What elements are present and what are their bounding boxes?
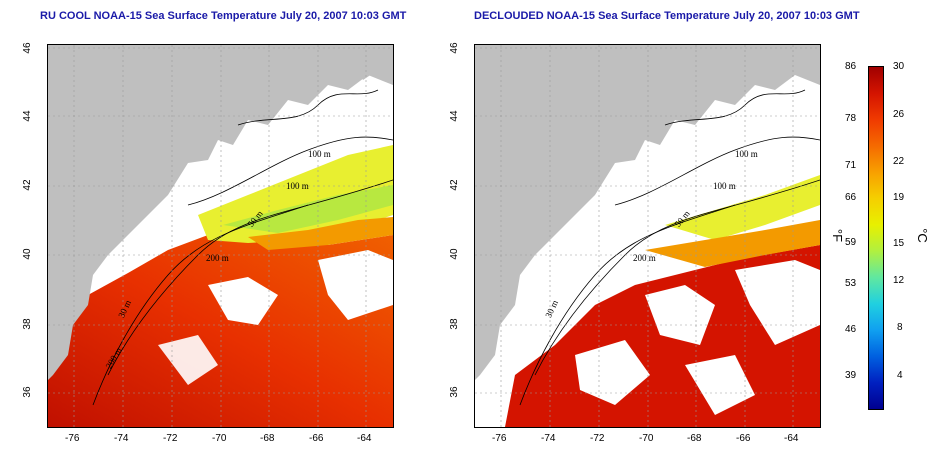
left-gridlines [48, 45, 393, 427]
right-contour-50m [519, 204, 736, 406]
left-ytick: 40 [22, 248, 33, 260]
left-label-100m: 100 m [308, 149, 331, 159]
right-xtick: -74 [541, 433, 556, 444]
right-xtick: -66 [736, 433, 751, 444]
right-ytick: 46 [449, 42, 460, 54]
colorbar-f-tick: 78 [845, 113, 857, 124]
left-xtick: -76 [65, 433, 80, 444]
colorbar-c-tick: 22 [893, 156, 905, 167]
right-cloud-gap-3 [575, 340, 650, 405]
temperature-colorbar [868, 66, 884, 410]
left-ytick: 44 [22, 110, 33, 122]
right-ytick: 42 [449, 179, 460, 191]
colorbar-f-tick: 86 [845, 61, 857, 72]
colorbar-c-tick: 12 [893, 275, 905, 286]
left-xtick: -66 [309, 433, 324, 444]
colorbar-c-tick: 30 [893, 61, 905, 72]
left-land [48, 45, 393, 380]
left-contour-50m [92, 204, 309, 406]
right-sst-map[interactable]: 100 m 100 m 50 m 200 m 30 m [474, 44, 821, 428]
colorbar-c-tick: 26 [893, 109, 905, 120]
right-map-canvas: 100 m 100 m 50 m 200 m 30 m [475, 45, 820, 427]
unit-fahrenheit: °F [830, 228, 846, 243]
left-land-cape [348, 45, 393, 80]
right-contour-100m [614, 136, 820, 206]
right-ytick: 38 [449, 318, 460, 330]
right-map-title: DECLOUDED NOAA-15 Sea Surface Temperatur… [474, 10, 860, 22]
left-cloud-gap-1 [208, 277, 278, 325]
left-shelf-water-2 [223, 185, 393, 233]
right-xtick: -76 [492, 433, 507, 444]
colorbar-f-tick: 39 [845, 370, 857, 381]
left-contour-100m [187, 136, 393, 206]
right-label-100m: 100 m [735, 149, 758, 159]
colorbar-f-tick: 59 [845, 237, 857, 248]
colorbar-f-tick: 46 [845, 324, 857, 335]
left-label-100m-b: 100 m [286, 181, 309, 191]
right-cloud-gap-2 [735, 260, 820, 345]
left-warm-water [48, 233, 393, 427]
left-xtick: -64 [357, 433, 372, 444]
colorbar-c-tick: 15 [893, 238, 905, 249]
colorbar-f-tick: 66 [845, 192, 857, 203]
right-ytick: 44 [449, 110, 460, 122]
right-ytick: 36 [449, 386, 460, 398]
left-xtick: -74 [114, 433, 129, 444]
left-ytick: 42 [22, 179, 33, 191]
right-ytick: 40 [449, 248, 460, 260]
right-label-30m: 30 m [543, 299, 560, 320]
right-xtick: -72 [590, 433, 605, 444]
right-xtick: -64 [784, 433, 799, 444]
left-shelf-water [198, 145, 393, 243]
left-ytick: 36 [22, 386, 33, 398]
right-label-100m-b: 100 m [713, 181, 736, 191]
left-ytick: 46 [22, 42, 33, 54]
colorbar-c-tick: 19 [893, 192, 905, 203]
left-map-title: RU COOL NOAA-15 Sea Surface Temperature … [40, 10, 407, 22]
colorbar-f-tick: 71 [845, 160, 857, 171]
right-label-200m: 200 m [633, 253, 656, 263]
right-orange-band [645, 220, 820, 267]
right-land [475, 45, 820, 380]
unit-celsius: °C [914, 228, 930, 243]
right-cloud-gap-4 [685, 355, 755, 415]
right-cloud-gap-1 [645, 285, 715, 345]
left-cloud-gap-2 [318, 250, 393, 320]
left-xtick: -72 [163, 433, 178, 444]
right-xtick: -68 [687, 433, 702, 444]
colorbar-c-tick: 8 [897, 322, 903, 333]
left-xtick: -70 [212, 433, 227, 444]
left-sst-map[interactable]: 100 m 100 m 50 m 200 m 30 m 200 m [47, 44, 394, 428]
left-ytick: 38 [22, 318, 33, 330]
right-shelf-yellow [665, 175, 820, 240]
left-cloud-gap-3 [158, 335, 218, 385]
left-map-canvas: 100 m 100 m 50 m 200 m 30 m 200 m [48, 45, 393, 427]
colorbar-c-tick: 4 [897, 370, 903, 381]
right-gridlines [475, 45, 820, 427]
left-orange-band [248, 217, 393, 250]
right-xtick: -70 [639, 433, 654, 444]
left-label-200m: 200 m [206, 253, 229, 263]
colorbar-f-tick: 53 [845, 278, 857, 289]
left-xtick: -68 [260, 433, 275, 444]
